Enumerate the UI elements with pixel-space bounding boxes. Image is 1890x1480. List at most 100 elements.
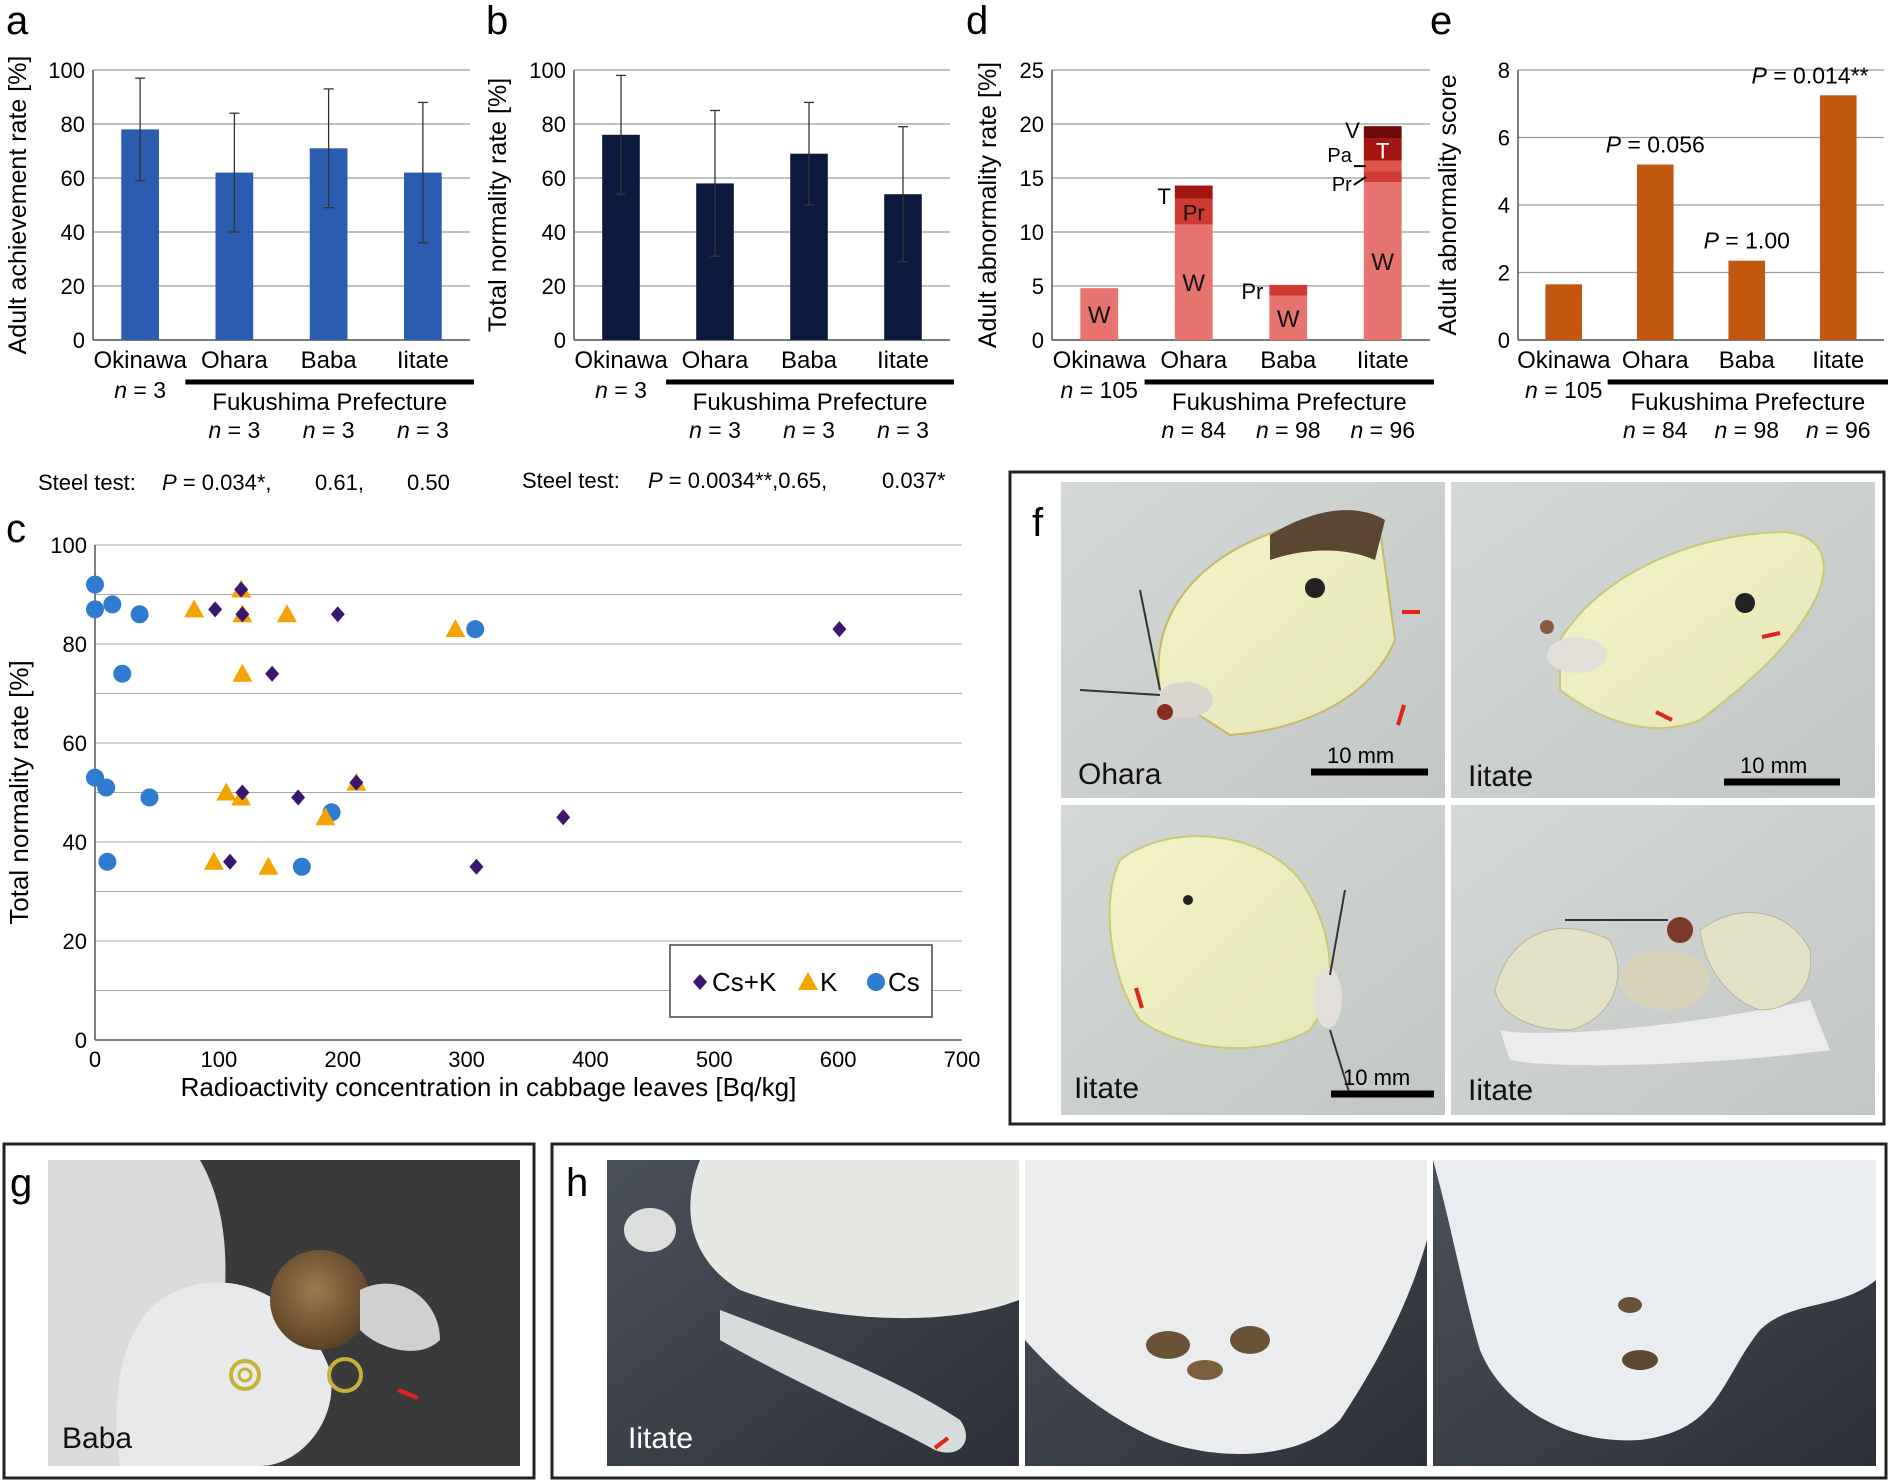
point-cs-k xyxy=(235,784,250,801)
n-label-value: = 3 xyxy=(316,417,355,443)
category-label: Baba xyxy=(1260,347,1317,374)
category-label: Ohara xyxy=(1160,347,1227,374)
n-label: n = 3 xyxy=(877,417,929,443)
y-tick-label: 4 xyxy=(1498,193,1510,218)
panel-label-h: h xyxy=(566,1161,588,1205)
segment-label-W: W xyxy=(1088,302,1111,329)
legend-label: K xyxy=(820,967,838,997)
chart-c-scatter: 0 20 40 60 80 100 0 100 200 300 400 500 600 700 Radioa… xyxy=(4,533,980,1102)
p-value-label-value: = 0.056 xyxy=(1621,132,1705,158)
panel-g-frame xyxy=(2,1142,536,1480)
panel-label-g: g xyxy=(10,1161,32,1205)
category-label: Iitate xyxy=(397,347,449,374)
photo-f-label-4: Iitate xyxy=(1468,1074,1533,1107)
arrow-pr xyxy=(1353,176,1367,186)
photo-f-scale-3: 10 mm xyxy=(1343,1065,1410,1090)
y-tick-label: 100 xyxy=(48,58,85,83)
n-label-value: = 3 xyxy=(890,417,929,443)
y-tick-label: 40 xyxy=(542,220,566,245)
point-k xyxy=(276,604,297,623)
point-cs xyxy=(98,852,117,871)
steel-p-baba: 0.61, xyxy=(315,470,364,495)
n-label-value: = 3 xyxy=(410,417,449,443)
n-label-var: n xyxy=(1061,377,1074,403)
x-tick-label: 600 xyxy=(820,1047,857,1072)
n-label-value: = 84 xyxy=(1636,417,1688,443)
n-label-var: n xyxy=(689,417,702,443)
panel-label-e: e xyxy=(1430,0,1452,43)
bar-segment-W xyxy=(1080,288,1119,340)
y-tick-label: 8 xyxy=(1498,58,1510,83)
n-label-value: = 3 xyxy=(796,417,835,443)
n-label: n = 3 xyxy=(397,417,449,443)
steel-p-ohara-baba: P = 0.0034**,0.65, xyxy=(648,468,827,493)
n-label-var: n xyxy=(1525,377,1538,403)
photo-f-scale-1: 10 mm xyxy=(1327,743,1394,768)
category-label: Ohara xyxy=(201,347,268,374)
segment-label-T: T xyxy=(1157,184,1170,209)
n-label-var: n xyxy=(397,417,410,443)
category-label: Baba xyxy=(301,347,358,374)
y-axis-label: Adult abnormality score xyxy=(1434,74,1462,335)
n-label: n = 96 xyxy=(1806,417,1871,443)
point-cs-k xyxy=(235,606,250,623)
category-label: Baba xyxy=(1719,347,1776,374)
n-label-value: = 105 xyxy=(1538,377,1603,403)
y-tick-label: 5 xyxy=(1032,274,1044,299)
x-tick-label: 200 xyxy=(324,1047,361,1072)
n-label: n = 84 xyxy=(1623,417,1688,443)
legend: Cs+K K Cs xyxy=(669,944,933,1018)
y-axis-label: Total normality rate [%] xyxy=(4,660,34,924)
y-tick-label: 40 xyxy=(63,830,87,855)
point-cs-k xyxy=(265,665,280,682)
n-label: n = 3 xyxy=(689,417,741,443)
n-label-var: n xyxy=(1350,417,1363,443)
category-label: Iitate xyxy=(1357,347,1409,374)
segment-label-V: V xyxy=(1345,118,1360,143)
chart-e-abnormality-score: 0 2 4 6 8 Adult abnormality score Okinawa Ohara… xyxy=(1434,58,1888,443)
p-value-label-var: P xyxy=(1751,62,1767,88)
photo-f-iitate-3: Iitate xyxy=(1451,805,1875,1115)
point-cs xyxy=(97,778,116,797)
y-tick-label: 100 xyxy=(529,58,566,83)
x-axis-label: Radioactivity concentration in cabbage l… xyxy=(181,1072,797,1102)
steel-p-ohara-baba-value: = 0.0034**,0.65, xyxy=(663,468,828,493)
point-cs-k xyxy=(469,858,484,875)
category-label: Iitate xyxy=(1812,347,1864,374)
photo-f-label-1: Ohara xyxy=(1078,758,1162,791)
y-tick-label: 10 xyxy=(1020,220,1044,245)
legend-box xyxy=(669,944,933,1018)
point-cs xyxy=(113,664,132,683)
group-label: Fukushima Prefecture xyxy=(1172,389,1407,416)
y-tick-label: 15 xyxy=(1020,166,1044,191)
y-tick-label: 20 xyxy=(63,929,87,954)
n-label-value: = 96 xyxy=(1819,417,1871,443)
point-k xyxy=(216,782,237,801)
y-tick-label: 2 xyxy=(1498,261,1510,286)
point-k xyxy=(315,807,336,826)
category-label: Okinawa xyxy=(93,347,187,374)
bar-segment-Pr xyxy=(1174,198,1213,225)
point-cs xyxy=(466,620,485,639)
bar-ohara xyxy=(1636,164,1674,340)
x-tick-label: 0 xyxy=(89,1047,101,1072)
panel-label-c: c xyxy=(6,507,26,551)
point-cs-k xyxy=(556,809,571,826)
y-tick-label: 80 xyxy=(63,632,87,657)
y-tick-label: 40 xyxy=(61,220,85,245)
bar-baba xyxy=(1728,260,1766,340)
segment-label-W: W xyxy=(1182,270,1205,297)
point-cs-k xyxy=(330,606,345,623)
steel-p-ohara-value: = 0.034*, xyxy=(177,470,272,495)
point-cs-k xyxy=(223,853,238,870)
point-cs-k xyxy=(208,601,223,618)
n-label-value: = 3 xyxy=(221,417,260,443)
steel-p-ohara: P = 0.034*, xyxy=(162,470,272,495)
x-tick-label: 400 xyxy=(572,1047,609,1072)
y-tick-label: 25 xyxy=(1020,58,1044,83)
p-value-label-value: = 1.00 xyxy=(1719,228,1790,254)
legend-marker-cs xyxy=(867,973,885,991)
category-label: Ohara xyxy=(1622,347,1689,374)
point-k xyxy=(232,663,253,682)
n-label-value: = 84 xyxy=(1174,417,1226,443)
